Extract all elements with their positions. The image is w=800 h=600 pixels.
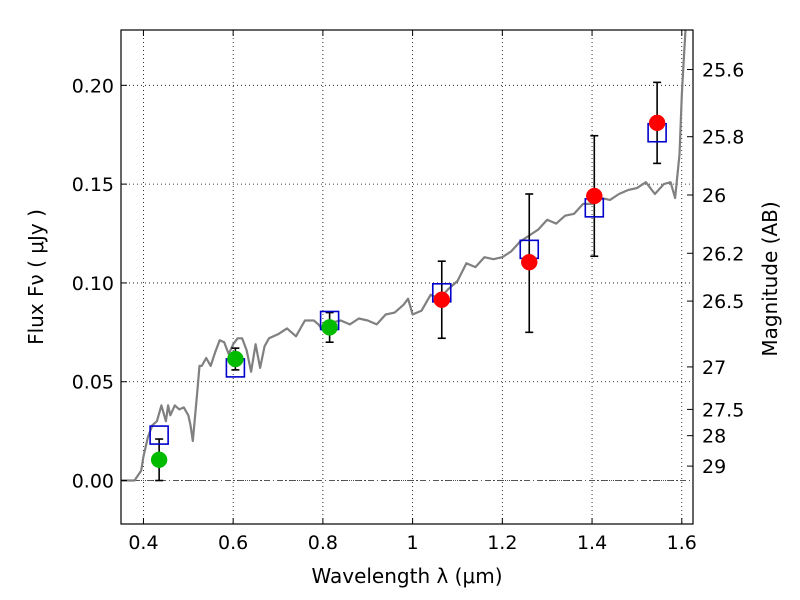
photometry-point bbox=[433, 291, 451, 308]
right-tick-label: 25.6 bbox=[702, 60, 744, 82]
right-tick-label: 28 bbox=[702, 426, 726, 448]
photometry-point bbox=[227, 350, 244, 368]
photometry-point bbox=[586, 187, 603, 205]
photometry-point bbox=[648, 114, 666, 132]
photometry-point bbox=[150, 451, 168, 469]
marker-layer bbox=[149, 114, 667, 469]
right-tick-label: 26.5 bbox=[702, 291, 744, 313]
x-tick-label: 1.6 bbox=[667, 532, 697, 554]
grid-layer bbox=[121, 30, 693, 524]
right-tick-label: 27 bbox=[702, 357, 726, 379]
right-tick-label: 29 bbox=[702, 456, 726, 478]
tick-layer: 0.4 0.6 0.8 1 1.2 1.4 1.6 0.00 0.05 0.10 0.15 0.20 2… bbox=[72, 30, 744, 554]
y-tick-label: 0.20 bbox=[72, 75, 114, 97]
y-tick-label: 0.10 bbox=[72, 273, 114, 295]
model-layer bbox=[121, 30, 687, 482]
errorbar-layer bbox=[155, 81, 662, 482]
x-tick-label: 1 bbox=[407, 532, 419, 554]
y-tick-label: 0.05 bbox=[72, 372, 114, 394]
x-axis-label: Wavelength λ (μm) bbox=[311, 564, 502, 588]
right-tick-label: 27.5 bbox=[702, 399, 744, 421]
x-tick-label: 0.6 bbox=[218, 532, 248, 554]
x-tick-label: 1.4 bbox=[577, 532, 607, 554]
right-axis-label: Magnitude (AB) bbox=[758, 201, 782, 356]
model-spectrum-line bbox=[121, 30, 687, 482]
photometry-point bbox=[321, 319, 338, 336]
x-tick-label: 0.4 bbox=[128, 532, 158, 554]
right-tick-label: 25.8 bbox=[702, 127, 744, 149]
photometry-point bbox=[521, 253, 538, 271]
x-tick-label: 1.2 bbox=[487, 532, 517, 554]
x-tick-label: 0.8 bbox=[308, 532, 338, 554]
right-tick-label: 26.2 bbox=[702, 243, 744, 265]
template-square-marker bbox=[149, 425, 169, 445]
y-tick-label: 0.00 bbox=[72, 471, 114, 493]
plot-frame bbox=[120, 29, 694, 525]
right-tick-label: 26 bbox=[702, 185, 726, 207]
y-axis-label: Flux Fν ( μJy ) bbox=[24, 209, 48, 345]
y-tick-label: 0.15 bbox=[72, 174, 114, 196]
